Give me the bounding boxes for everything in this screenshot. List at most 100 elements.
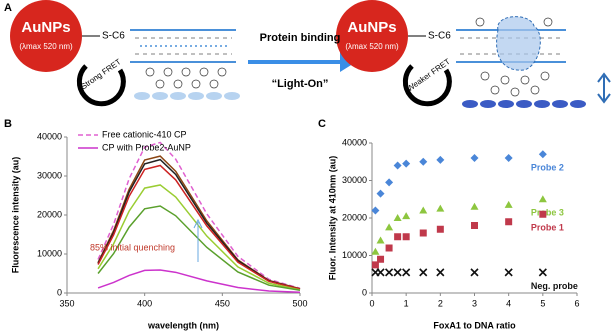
x-tick-label: 350 [59,298,74,308]
point [436,225,444,233]
x-tick-label: 1 [404,298,409,308]
point [376,189,385,198]
point [538,150,547,159]
series-line [97,184,301,291]
fret-label: Strong FRET [79,57,122,91]
point [470,268,479,277]
point [470,202,479,210]
x-axis-title: wavelength (nm) [147,320,219,330]
arrow-label: Protein binding [260,32,341,44]
point [419,206,428,214]
series-label: Neg. probe [531,281,578,291]
arrow-sublabel: “Light-On” [272,78,329,90]
point [371,247,380,255]
panel-label: B [4,118,12,130]
y-tick-label: 0 [57,287,62,297]
x-tick-label: 400 [137,298,152,308]
point [419,229,427,237]
fret-arrow [76,64,126,107]
point [402,159,411,168]
dna-ladder [130,29,236,63]
point [385,268,394,277]
point [376,268,385,277]
x-tick-label: 4 [506,298,511,308]
panel-label: A [4,2,12,14]
point [470,154,479,162]
point [504,154,513,162]
series-line [97,158,301,290]
point [376,236,385,244]
wavelength: (λmax 520 nm) [19,42,73,51]
x-tick-label: 6 [574,298,579,308]
x-tick-label: 3 [472,298,477,308]
nanoparticle [10,0,82,72]
x-tick-label: 0 [369,298,374,308]
y-axis-title: Fluorescence intensity (au) [10,157,20,274]
linker: S-C6 [102,31,125,42]
wavelength: (λmax 520 nm) [345,42,399,51]
point [385,223,394,231]
legend-label: Free cationic-410 CP [102,129,187,139]
x-tick-label: 2 [438,298,443,308]
series-line [97,164,301,290]
point [402,212,411,220]
polymer-chain [462,100,586,108]
particle-label: AuNPs [347,19,396,36]
y-tick-label: 30000 [37,170,62,180]
y-tick-label: 10000 [37,248,62,258]
x-tick-label: 500 [292,298,307,308]
point [471,222,478,229]
y-tick-label: 20000 [37,209,62,219]
point [402,268,411,277]
particle-label: AuNPs [21,19,70,36]
arrow [193,218,203,262]
point [538,268,547,277]
point [419,268,428,277]
point [385,178,394,187]
y-tick-label: 30000 [342,175,367,185]
point [538,195,547,203]
x-tick-label: 5 [540,298,545,308]
x-axis-title: FoxA1 to DNA ratio [433,320,516,330]
y-tick-label: 0 [362,287,367,297]
y-tick-label: 40000 [342,137,367,147]
annotation: 85% initial quenching [90,242,175,252]
point [394,233,402,241]
point [436,155,445,164]
series-label: Probe 3 [531,208,564,218]
series-label: Probe 1 [531,223,564,233]
point [402,233,410,241]
point [436,204,445,212]
point [371,261,379,269]
linker: S-C6 [428,31,451,42]
fret-arrow [402,64,452,107]
point [385,244,393,252]
y-tick-label: 20000 [342,212,367,222]
series-line [97,269,301,293]
x-tick-label: 450 [215,298,230,308]
point [436,268,445,277]
cationic-polymer [145,67,227,89]
point [539,210,547,218]
y-tick-label: 10000 [342,250,367,260]
point [504,268,513,277]
diagram [10,0,611,108]
series-label: Probe 2 [531,163,564,173]
point [377,255,385,263]
dna-rungs [135,37,232,55]
arrow [248,52,356,72]
point [504,200,513,208]
protein [496,16,541,71]
nanoparticle [336,0,408,72]
panel-label: C [318,118,326,130]
series-line [97,205,301,292]
point [419,157,428,166]
y-tick-label: 40000 [37,131,62,141]
y-axis-title: Fluor. Intensity at 410nm (au) [327,156,337,281]
point [393,214,402,221]
point [393,268,402,277]
point [371,206,380,215]
legend-label: CP with Probe2-AuNP [102,142,191,152]
fret-label: Weaker FRET [405,57,452,93]
